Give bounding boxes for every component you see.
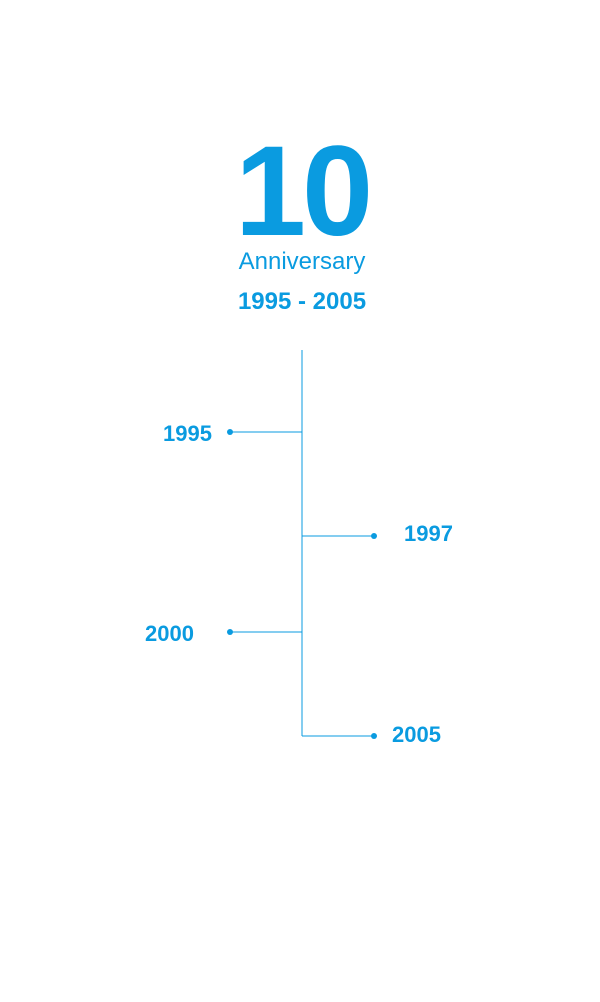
event-year: 2000 <box>145 621 194 646</box>
anniversary-number: 10 <box>235 120 369 263</box>
event-year: 1997 <box>404 521 453 546</box>
timeline-dot <box>227 429 233 435</box>
event-year: 1995 <box>163 421 212 446</box>
year-range: 1995 - 2005 <box>238 288 366 315</box>
timeline-dot <box>227 629 233 635</box>
timeline-dot <box>371 533 377 539</box>
timeline-dot <box>371 733 377 739</box>
anniversary-subtitle: Anniversary <box>239 248 366 275</box>
event-year: 2005 <box>392 722 441 747</box>
